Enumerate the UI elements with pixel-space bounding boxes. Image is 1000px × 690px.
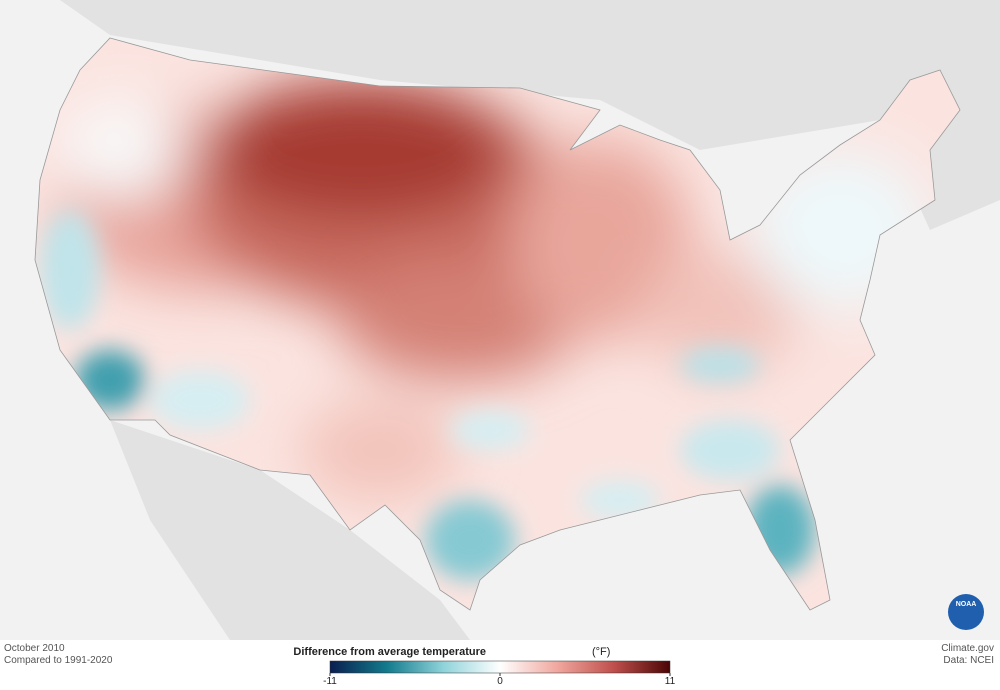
logo-text: NOAA (956, 601, 977, 608)
tick-label: 0 (497, 676, 503, 687)
legend-title: Difference from average temperature (293, 646, 486, 658)
color-bar (329, 660, 671, 674)
tick-label: 11 (665, 676, 676, 687)
legend: -11 0 11 (323, 660, 676, 687)
canada (60, 0, 1000, 230)
credit: Climate.gov (941, 643, 994, 654)
baseline: Compared to 1991-2020 (4, 655, 113, 666)
noaa-logo (948, 594, 984, 630)
tick-label: -11 (323, 676, 337, 687)
mexico (110, 420, 470, 640)
legend-unit: (°F) (592, 646, 610, 658)
month: October 2010 (4, 643, 65, 654)
source: Data: NCEI (943, 655, 994, 666)
